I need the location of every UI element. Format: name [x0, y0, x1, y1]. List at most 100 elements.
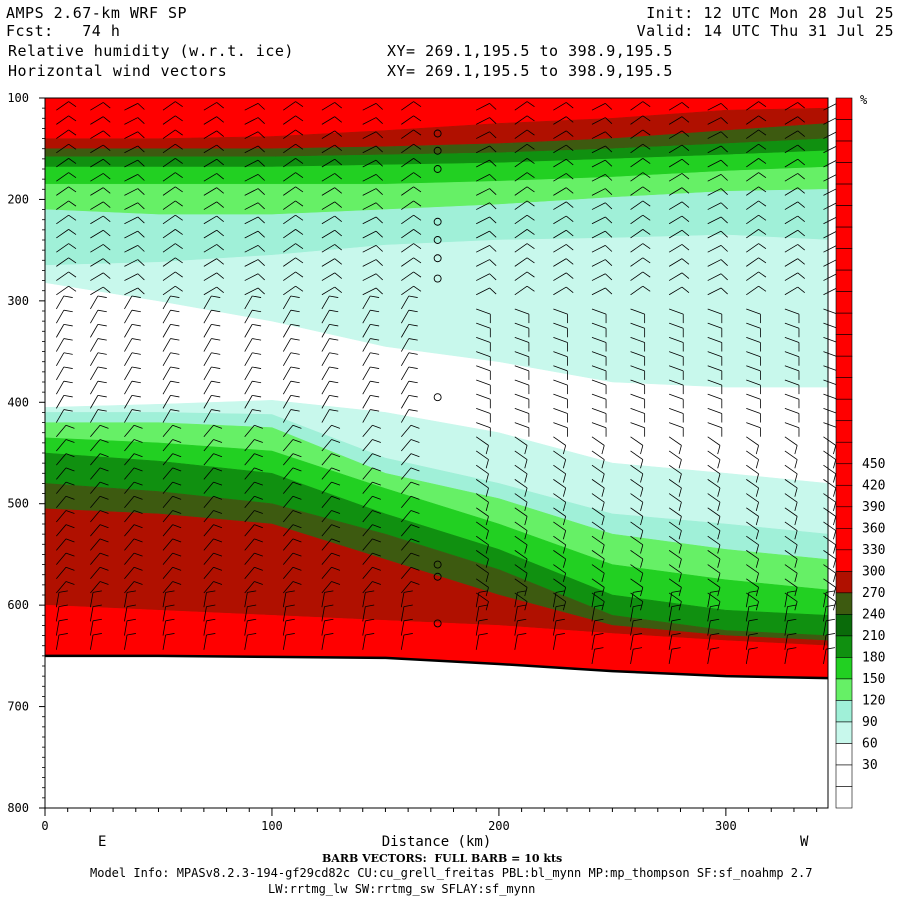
- wind-barb: [56, 394, 73, 409]
- wind-barb: [707, 245, 728, 253]
- barb-feather: [331, 566, 341, 571]
- barb-feather: [370, 394, 380, 398]
- wind-barb: [90, 453, 109, 466]
- wind-barb: [362, 273, 383, 281]
- wind-barb: [823, 564, 837, 582]
- barb-feather: [68, 214, 77, 221]
- wind-barb: [244, 295, 262, 310]
- barb-shaft: [362, 606, 366, 622]
- barb-shaft: [514, 578, 528, 588]
- barb-shaft: [124, 380, 133, 395]
- wind-barb: [124, 131, 145, 139]
- wind-barb: [244, 538, 263, 551]
- barb-shaft: [124, 366, 133, 381]
- wind-barb: [707, 322, 723, 338]
- wind-barb: [668, 507, 682, 526]
- barb-shaft: [630, 257, 644, 267]
- wind-barb: [591, 535, 605, 554]
- barb-feather: [720, 103, 728, 110]
- wind-barb: [203, 453, 223, 466]
- barb-shaft: [321, 116, 335, 125]
- wind-barb: [668, 365, 684, 380]
- barb-feather: [252, 352, 262, 355]
- barb-shaft: [401, 538, 412, 551]
- barb-feather: [99, 439, 109, 443]
- barb-feather: [485, 573, 489, 582]
- wind-barb: [162, 309, 180, 324]
- barb-shaft: [591, 564, 605, 574]
- barb-feather: [99, 467, 109, 472]
- wind-barb: [203, 409, 221, 423]
- barb-shaft: [514, 479, 528, 489]
- barb-feather: [63, 323, 73, 327]
- wind-barb: [784, 436, 798, 455]
- wind-barb: [784, 158, 805, 168]
- wind-barb: [244, 230, 265, 239]
- barb-shaft: [282, 295, 292, 310]
- barb-shaft: [476, 351, 491, 358]
- barb-feather: [671, 618, 681, 622]
- barb-feather: [413, 243, 422, 250]
- wind-barb: [784, 493, 798, 511]
- barb-feather: [410, 481, 420, 486]
- barb-shaft: [746, 129, 759, 139]
- wind-barb: [476, 336, 491, 352]
- barb-feather: [290, 338, 300, 341]
- wind-barb: [362, 538, 381, 551]
- barb-shaft: [283, 172, 296, 182]
- barb-shaft: [668, 272, 683, 281]
- barb-shaft: [56, 366, 65, 381]
- wind-barb: [90, 538, 109, 551]
- barb-shaft: [244, 552, 255, 565]
- barb-feather: [175, 285, 183, 292]
- barb-shaft: [784, 564, 798, 574]
- wind-barb: [162, 186, 183, 196]
- wind-barb: [591, 564, 605, 582]
- colorbar-label: 300: [862, 564, 885, 579]
- barb-shaft: [124, 245, 138, 253]
- barb-shaft: [553, 365, 568, 372]
- barb-shaft: [630, 507, 644, 517]
- wind-barb: [668, 144, 690, 154]
- barb-shaft: [244, 287, 259, 296]
- barb-shaft: [244, 245, 259, 253]
- wind-barb: [745, 618, 758, 636]
- barb-feather: [257, 245, 265, 252]
- wind-barb: [90, 295, 107, 310]
- wind-barb: [124, 604, 136, 622]
- barb-feather: [99, 495, 109, 500]
- barb-feather: [137, 103, 145, 110]
- barb-feather: [365, 618, 375, 622]
- wind-barb: [124, 366, 141, 381]
- barb-feather: [257, 202, 265, 210]
- barb-feather: [211, 309, 221, 313]
- wind-barb: [321, 467, 341, 480]
- barb-feather: [485, 487, 489, 497]
- wind-barb: [203, 352, 221, 366]
- barb-shaft: [553, 521, 566, 531]
- barb-feather: [565, 173, 574, 180]
- wind-barb: [162, 524, 182, 537]
- wind-barb: [823, 493, 837, 511]
- barb-feather: [329, 323, 339, 327]
- wind-barb: [707, 521, 721, 540]
- barb-feather: [720, 117, 728, 124]
- wind-barb: [746, 550, 759, 568]
- barb-feather: [365, 633, 375, 636]
- barb-feather: [295, 129, 304, 136]
- barb-shaft: [362, 159, 377, 168]
- barb-feather: [758, 271, 767, 278]
- barb-feather: [68, 158, 77, 164]
- barb-shaft: [746, 450, 759, 460]
- colorbar-bin: [835, 657, 853, 680]
- barb-feather: [594, 604, 604, 607]
- wind-barb: [244, 439, 263, 452]
- barb-shaft: [668, 535, 682, 546]
- barb-shaft: [591, 493, 605, 503]
- wind-barb: [282, 366, 300, 381]
- wind-barb: [90, 201, 111, 210]
- barb-feather: [524, 544, 528, 554]
- wind-barb: [56, 439, 75, 452]
- wind-barb: [553, 173, 574, 182]
- barb-feather: [175, 243, 183, 250]
